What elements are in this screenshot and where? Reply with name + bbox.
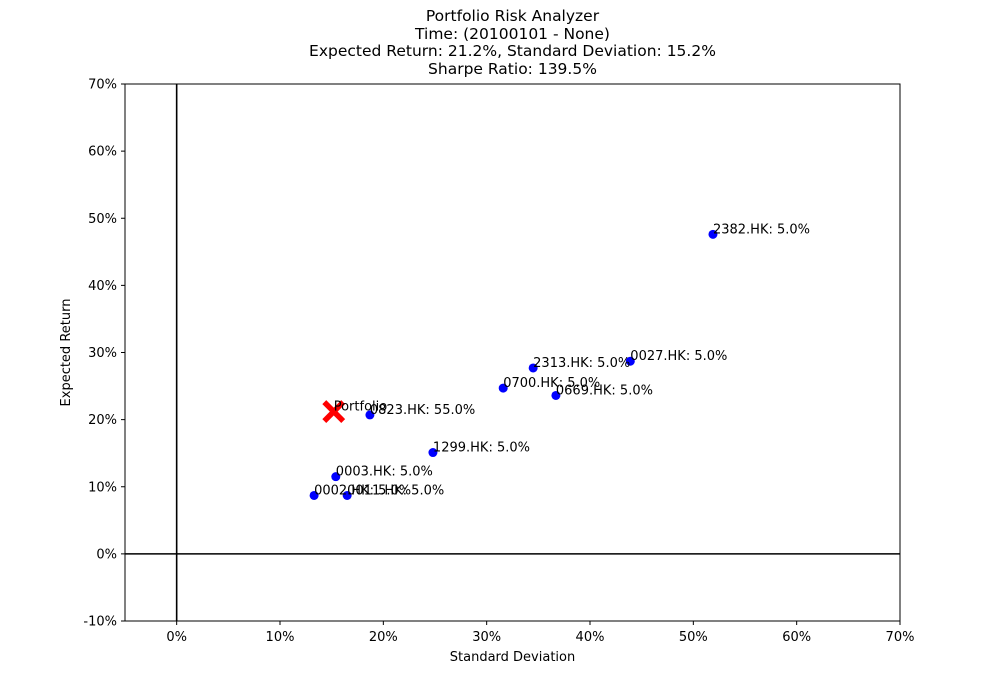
y-tick-label: 40% [88,279,117,294]
plot-frame [124,83,901,622]
asset-point [365,410,375,420]
asset-point-label: 2382.HK: 5.0% [713,222,810,237]
y-tick-label: 50% [88,212,117,227]
portfolio-marker [322,400,346,423]
asset-point [498,383,508,393]
asset-point-label: 0027.HK: 5.0% [630,349,727,364]
asset-point [528,363,538,373]
y-axis-label: Expected Return [59,299,74,407]
asset-point-label: 0002.HK: 5.0% [314,483,411,498]
y-tick-label: 0% [96,547,117,562]
y-tick-label: -10% [83,615,117,630]
x-axis-label: Standard Deviation [450,650,575,665]
asset-point [309,490,319,500]
asset-point [331,472,341,482]
asset-point [625,356,635,366]
title-line-3: Expected Return: 21.2%, Standard Deviati… [309,42,716,60]
y-tick-label: 10% [88,480,117,495]
x-tick-label: 60% [782,630,811,645]
portfolio-label: Portfolio [334,400,388,415]
title-line-1: Portfolio Risk Analyzer [425,7,600,25]
title-line-4: Sharpe Ratio: 139.5% [428,59,597,78]
x-tick-label: 20% [369,630,398,645]
asset-point-label: 0669.HK: 5.0% [556,383,653,398]
asset-point [551,390,561,400]
y-tick-label: 20% [88,413,117,428]
data-point-labels: 2382.HK: 5.0% 0027.HK: 5.0%2313.HK: 5.0% 0… [314,222,810,498]
data-points [309,229,718,500]
asset-point [342,490,352,500]
x-tick-label: 70% [886,630,915,645]
title-line-2: Time: (20100101 - None) [415,24,610,43]
x-tick-label: 0% [166,630,187,645]
y-tick-label: 30% [88,346,117,361]
asset-point [428,448,438,458]
asset-point-label: 0011.HK: 5.0% [347,483,444,498]
x-axis-ticks: 0% 10% 20% 30% 40% 50% 60% 70% [166,621,914,645]
asset-point-label: 0003.HK: 5.0% [336,465,433,480]
y-axis-ticks: -10% 0% 10% 20% 30% 40% 50% 60% 70% [83,78,125,630]
asset-point-label: 1299.HK: 5.0% [433,441,530,456]
x-tick-label: 10% [266,630,295,645]
x-tick-label: 40% [576,630,605,645]
x-tick-label: 50% [679,630,708,645]
asset-point-label: 0823.HK: 55.0% [370,403,475,418]
asset-point-label: 2313.HK: 5.0% [533,356,630,371]
x-tick-label: 30% [472,630,501,645]
y-tick-label: 70% [88,78,117,93]
chart-title: Portfolio Risk Analyzer Time: (20100101 … [0,7,1000,78]
y-tick-label: 60% [88,145,117,160]
asset-point-label: 0700.HK: 5.0% [503,376,600,391]
asset-point [708,229,718,239]
reference-lines [125,84,900,621]
